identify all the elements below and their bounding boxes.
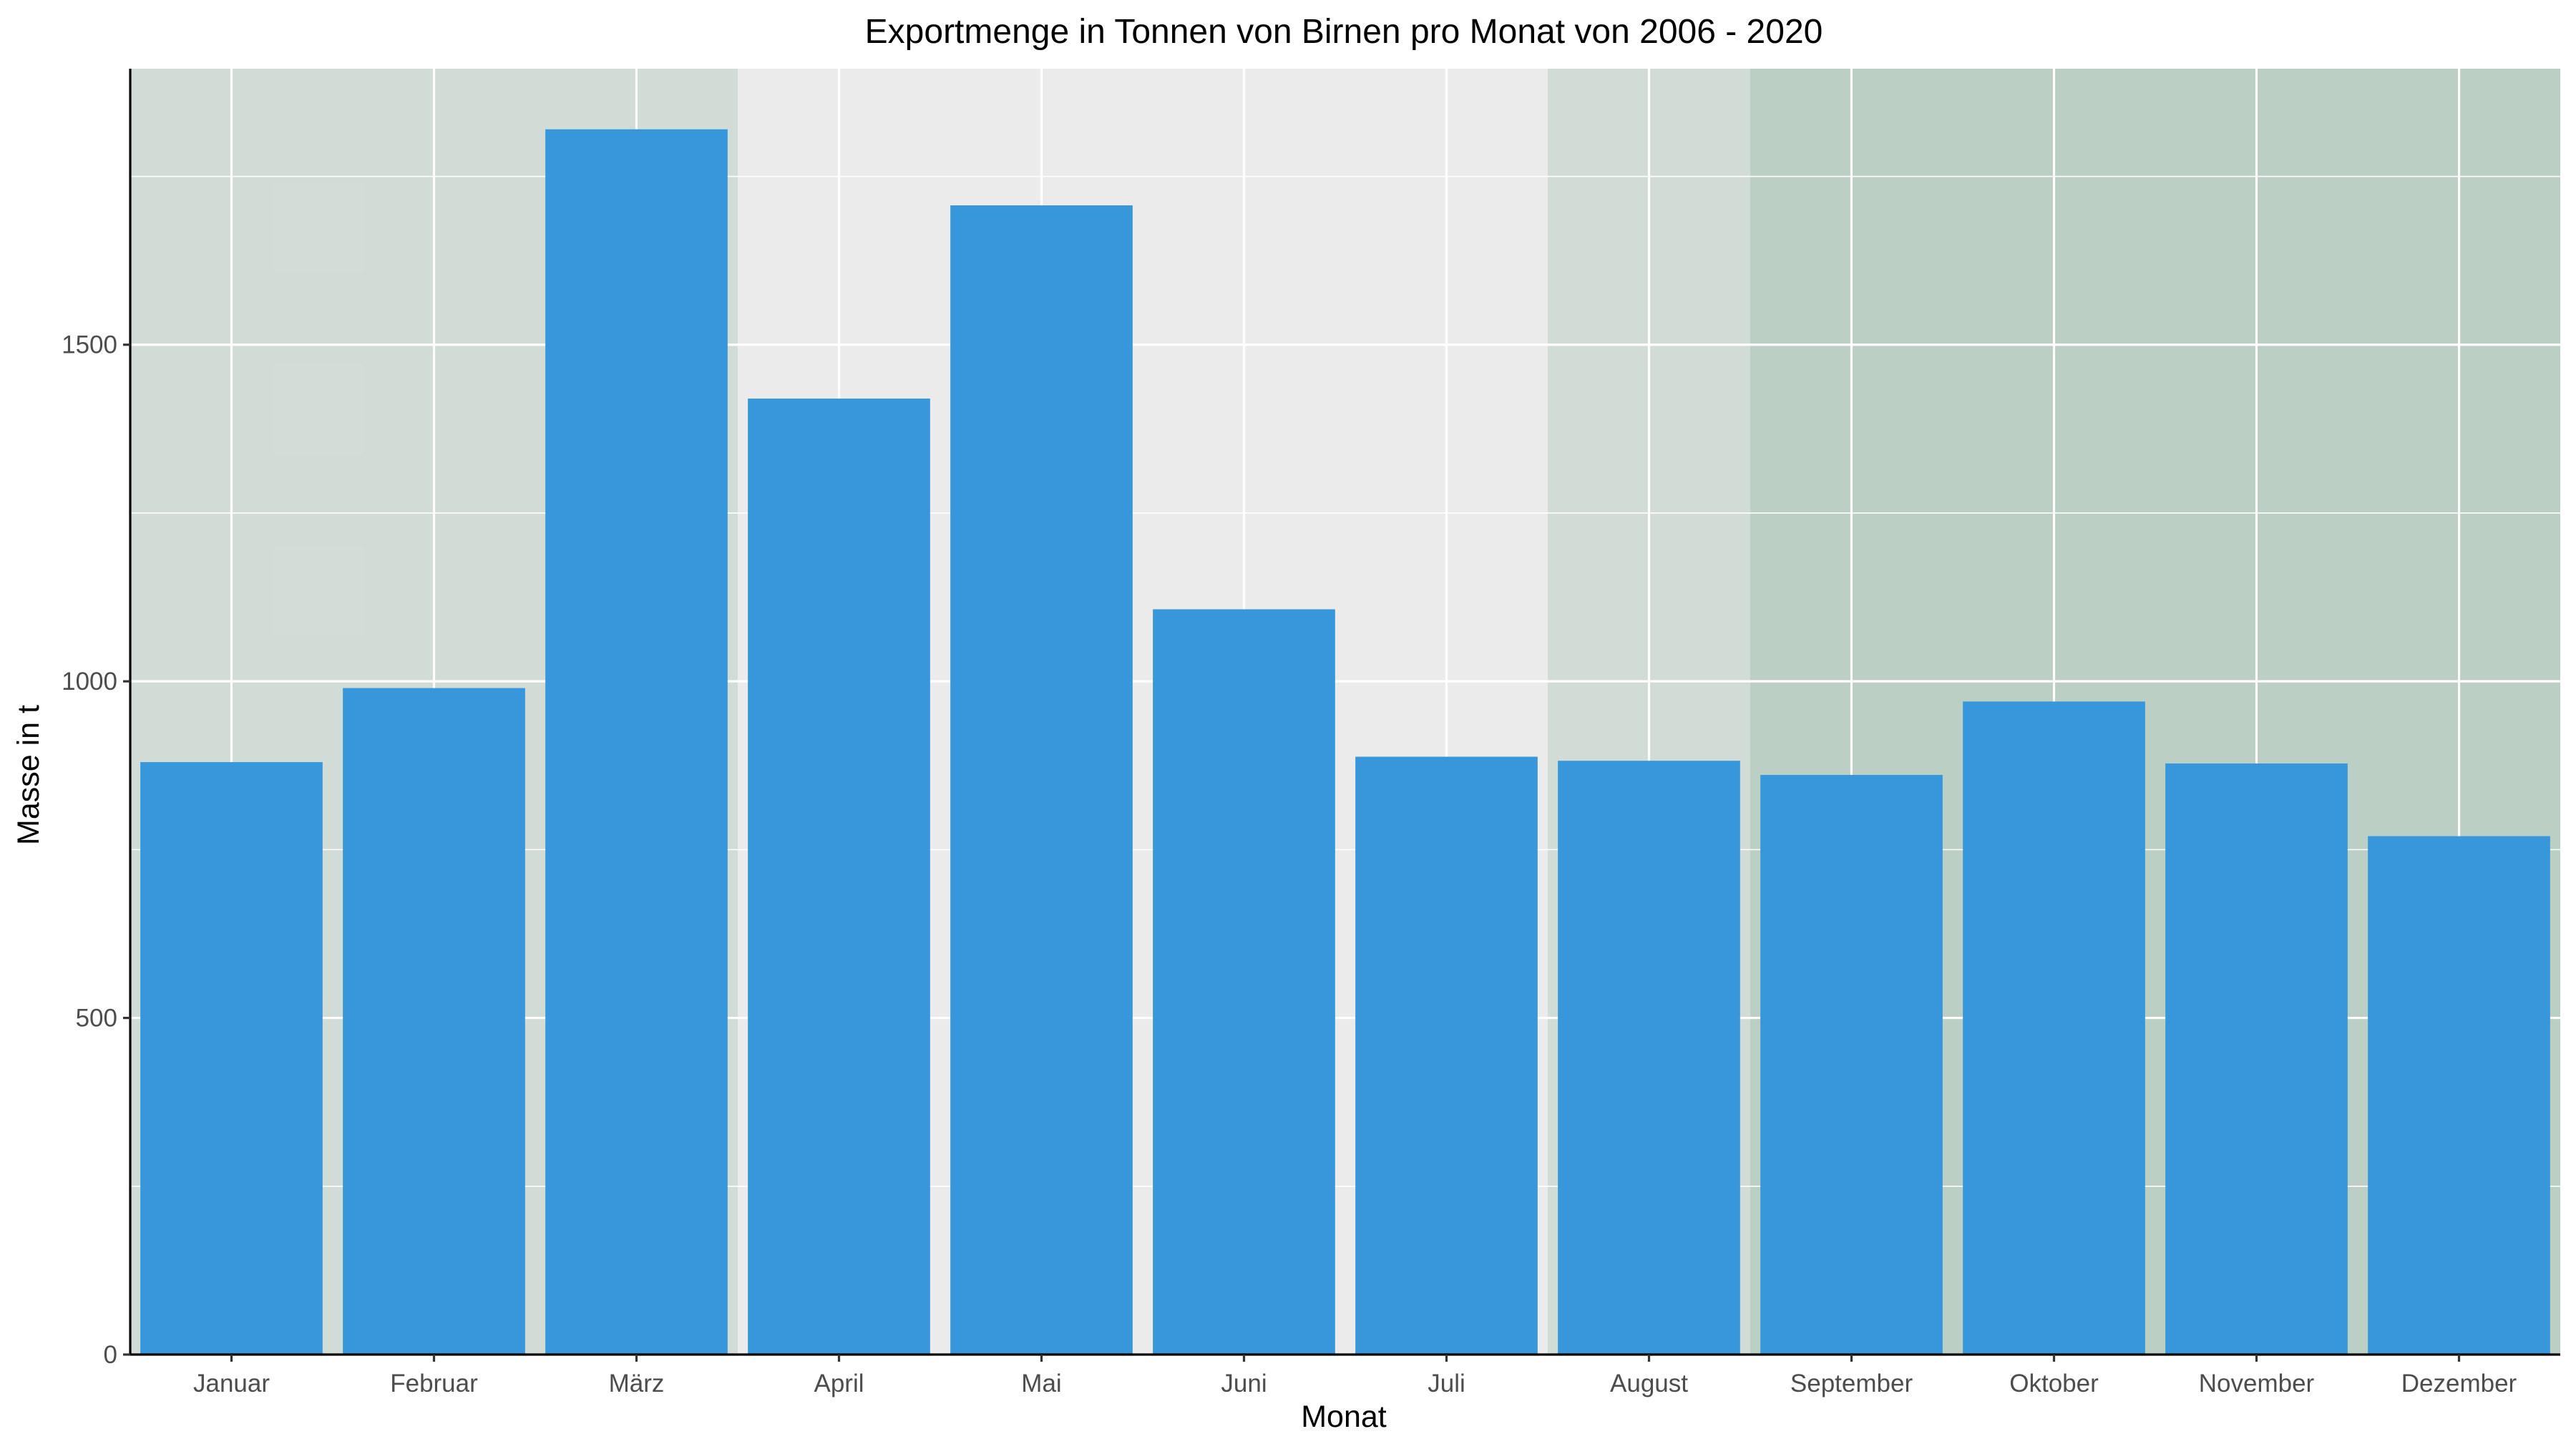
x-tick-label: Juni	[1221, 1370, 1267, 1397]
x-tick-label: Oktober	[2009, 1370, 2099, 1397]
x-tick-label: November	[2199, 1370, 2315, 1397]
y-tick-label: 500	[76, 1005, 117, 1033]
x-tick-label: September	[1790, 1370, 1913, 1397]
bar-juli	[1355, 756, 1538, 1355]
x-tick-label: Dezember	[2401, 1370, 2517, 1397]
x-axis-title: Monat	[1301, 1400, 1387, 1434]
y-tick-label: 1000	[62, 668, 117, 696]
bar-februar	[343, 688, 525, 1355]
plot-panel	[130, 69, 2560, 1355]
x-tick-label: Februar	[390, 1370, 478, 1397]
x-tick-label: August	[1610, 1370, 1688, 1397]
bar-august	[1558, 761, 1740, 1355]
x-tick-label: Januar	[193, 1370, 270, 1397]
bar-september	[1760, 774, 1943, 1355]
bar-dezember	[2368, 836, 2550, 1355]
x-tick-label: März	[609, 1370, 665, 1397]
y-ticks: 0 500 1000 1500	[62, 331, 130, 1369]
panel-background	[130, 69, 2560, 1355]
y-axis-title: Masse in t	[11, 705, 46, 845]
x-tick-label: Juli	[1428, 1370, 1465, 1397]
bar-januar	[140, 762, 323, 1355]
axes	[129, 69, 2560, 1356]
x-ticks: Januar Februar März April Mai Juni Juli August S…	[193, 1355, 2517, 1397]
y-tick-label: 0	[104, 1341, 117, 1369]
bar-oktober	[1963, 701, 2145, 1355]
bar-april	[748, 399, 930, 1355]
bar-juni	[1153, 609, 1335, 1355]
x-tick-label: Mai	[1021, 1370, 1061, 1397]
chart-title: Exportmenge in Tonnen von Birnen pro Mon…	[865, 13, 1823, 51]
bar-märz	[545, 129, 728, 1355]
y-tick-label: 1500	[62, 331, 117, 359]
bar-november	[2165, 763, 2348, 1355]
bar-mai	[950, 205, 1133, 1355]
x-tick-label: April	[814, 1370, 864, 1397]
bars	[140, 129, 2550, 1355]
